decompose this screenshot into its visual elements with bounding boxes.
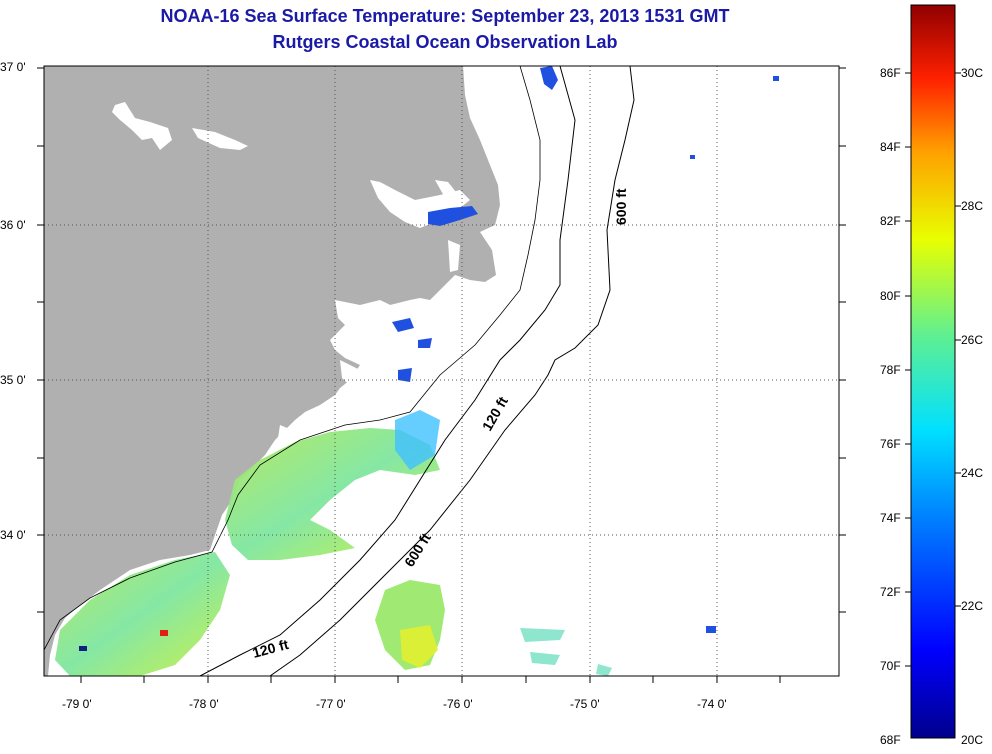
colorbar-label-20c: 20C	[961, 733, 984, 747]
contour-120ft	[199, 66, 576, 676]
lat-label-34: 34 0'	[0, 528, 26, 542]
sst-swath-south	[55, 552, 230, 676]
colorbar-label-82f: 82F	[880, 214, 901, 228]
lon-label-76: -76 0'	[443, 697, 473, 711]
cold-patch	[428, 206, 478, 226]
lon-label-78: -78 0'	[189, 697, 219, 711]
colorbar-label-30c: 30C	[961, 66, 984, 80]
colorbar-label-24c: 24C	[961, 466, 984, 480]
sst-swath-mid	[225, 428, 440, 560]
colorbar-label-22c: 22C	[961, 599, 984, 613]
lon-label-77: -77 0'	[316, 697, 346, 711]
colorbar-label-68f: 68F	[880, 733, 901, 747]
lat-label-37: 37 0'	[0, 60, 26, 74]
lon-label-75: -75 0'	[570, 697, 600, 711]
colorbar-label-86f: 86F	[880, 66, 901, 80]
colorbar-label-74f: 74F	[880, 511, 901, 525]
inland-water	[112, 102, 172, 150]
lat-label-35: 35 0'	[0, 373, 26, 387]
lon-label-79: -79 0'	[62, 697, 92, 711]
colorbar-label-80f: 80F	[880, 289, 901, 303]
colorbar-label-28c: 28C	[961, 199, 984, 213]
contour-600ft	[269, 66, 635, 676]
colorbar-label-84f: 84F	[880, 140, 901, 154]
lat-label-36: 36 0'	[0, 218, 26, 232]
map-title: NOAA-16 Sea Surface Temperature: Septemb…	[160, 6, 730, 26]
colorbar-label-72f: 72F	[880, 585, 901, 599]
map-subtitle: Rutgers Coastal Ocean Observation Lab	[272, 32, 618, 52]
lon-label-74: -74 0'	[697, 697, 727, 711]
colorbar-label-76f: 76F	[880, 437, 901, 451]
colorbar	[910, 4, 956, 739]
colorbar-label-26c: 26C	[961, 333, 984, 347]
contour-label-600-north: 600 ft	[613, 188, 629, 225]
land-mass	[44, 66, 500, 676]
colorbar-label-70f: 70F	[880, 659, 901, 673]
colorbar-label-78f: 78F	[880, 363, 901, 377]
